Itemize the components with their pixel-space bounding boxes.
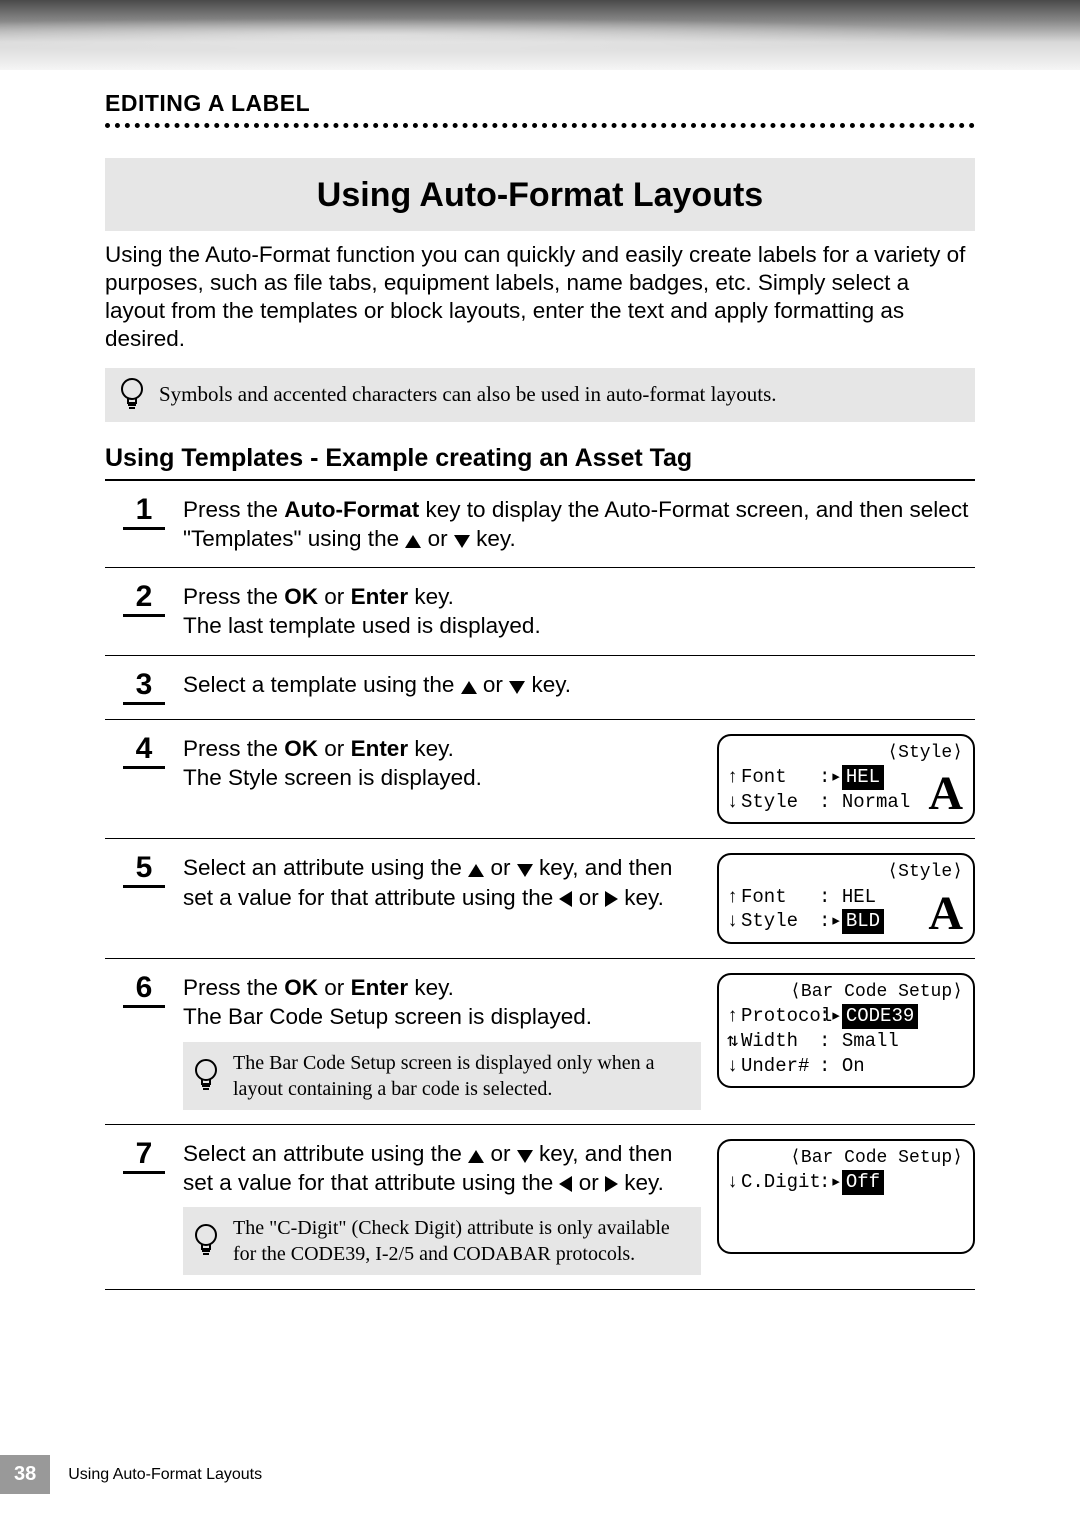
step-text: Select an attribute using the or key, an…: [183, 1139, 701, 1276]
step-6: 6 Press the OK or Enter key. The Bar Cod…: [105, 959, 975, 1125]
lcd-barcode-1: ⟨Bar Code Setup⟩ ↑Protocol:▸CODE39 ⇅Widt…: [717, 973, 975, 1088]
down-arrow-icon: [517, 864, 533, 877]
lcd-header: ⟨Style⟩: [727, 742, 963, 765]
dotted-rule: [105, 123, 975, 128]
lcd-header: ⟨Bar Code Setup⟩: [727, 981, 963, 1004]
step-number: 6: [123, 973, 165, 1008]
down-arrow-icon: [454, 535, 470, 548]
down-arrow-icon: [517, 1150, 533, 1163]
header-gradient: [0, 0, 1080, 70]
tip-text: Symbols and accented characters can also…: [159, 382, 777, 407]
footer: 38 Using Auto-Format Layouts: [0, 1455, 262, 1494]
step-text: Press the OK or Enter key. The Style scr…: [183, 734, 701, 793]
tip-text: The Bar Code Setup screen is displayed o…: [233, 1050, 691, 1102]
step-4: 4 Press the OK or Enter key. The Style s…: [105, 720, 975, 840]
step-3: 3 Select a template using the or key.: [105, 656, 975, 720]
step-7: 7 Select an attribute using the or key, …: [105, 1125, 975, 1291]
page-number: 38: [0, 1455, 50, 1494]
footer-text: Using Auto-Format Layouts: [68, 1466, 262, 1484]
right-arrow-icon: [605, 891, 618, 907]
tip-text: The "C-Digit" (Check Digit) attribute is…: [233, 1215, 691, 1267]
step-number: 3: [123, 670, 165, 705]
step-1: 1 Press the Auto-Format key to display t…: [105, 481, 975, 569]
lightbulb-icon: [193, 1224, 219, 1258]
lcd-barcode-2: ⟨Bar Code Setup⟩ ↓C.Digit:▸Off: [717, 1139, 975, 1254]
right-arrow-icon: [605, 1176, 618, 1192]
step-text: Select a template using the or key.: [183, 670, 975, 699]
step-number: 4: [123, 734, 165, 769]
lightbulb-icon: [119, 378, 145, 412]
lcd-style-1: ⟨Style⟩ ↑Font:▸HEL ↓Style: Normal A: [717, 734, 975, 825]
step-text: Press the Auto-Format key to display the…: [183, 495, 975, 554]
step-number: 2: [123, 582, 165, 617]
step-text: Press the OK or Enter key. The Bar Code …: [183, 973, 701, 1110]
step-number: 7: [123, 1139, 165, 1174]
left-arrow-icon: [559, 891, 572, 907]
up-arrow-icon: [405, 535, 421, 548]
tip-box-step7: The "C-Digit" (Check Digit) attribute is…: [183, 1207, 701, 1275]
step-text: Press the OK or Enter key. The last temp…: [183, 582, 975, 641]
step-text: Select an attribute using the or key, an…: [183, 853, 701, 912]
tip-box-step6: The Bar Code Setup screen is displayed o…: [183, 1042, 701, 1110]
subheading: Using Templates - Example creating an As…: [105, 444, 975, 481]
left-arrow-icon: [559, 1176, 572, 1192]
lcd-style-2: ⟨Style⟩ ↑Font: HEL ↓Style:▸BLD A: [717, 853, 975, 944]
lcd-header: ⟨Style⟩: [727, 861, 963, 884]
step-5: 5 Select an attribute using the or key, …: [105, 839, 975, 959]
up-arrow-icon: [468, 1150, 484, 1163]
page-title: Using Auto-Format Layouts: [105, 158, 975, 231]
intro-paragraph: Using the Auto-Format function you can q…: [105, 241, 975, 354]
preview-glyph: A: [928, 770, 963, 818]
preview-glyph: A: [928, 890, 963, 938]
lightbulb-icon: [193, 1059, 219, 1093]
step-2: 2 Press the OK or Enter key. The last te…: [105, 568, 975, 656]
up-arrow-icon: [461, 681, 477, 694]
up-arrow-icon: [468, 864, 484, 877]
page-content: EDITING A LABEL Using Auto-Format Layout…: [0, 90, 1080, 1290]
lcd-header: ⟨Bar Code Setup⟩: [727, 1147, 963, 1170]
tip-box-top: Symbols and accented characters can also…: [105, 368, 975, 422]
step-number: 1: [123, 495, 165, 530]
down-arrow-icon: [509, 681, 525, 694]
section-label: EDITING A LABEL: [105, 90, 975, 117]
step-number: 5: [123, 853, 165, 888]
